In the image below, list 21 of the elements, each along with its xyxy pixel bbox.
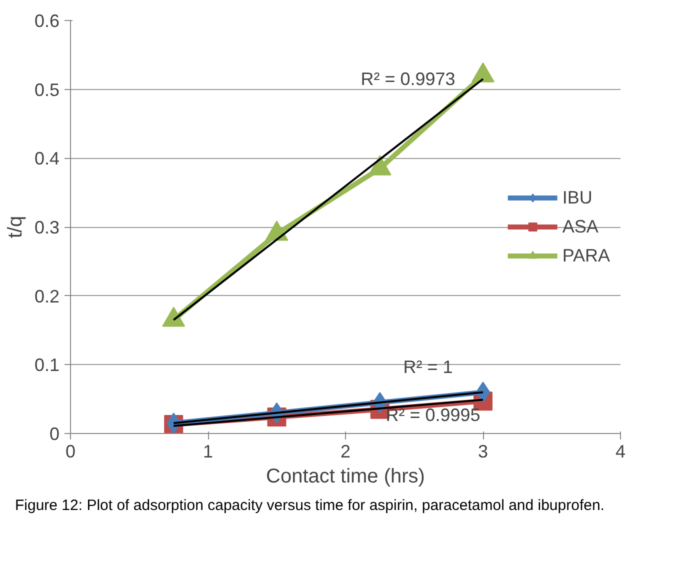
y-tick-label: 0.5: [34, 80, 60, 100]
y-tick-label: 0.4: [34, 148, 60, 169]
x-tick-label: 0: [65, 442, 76, 462]
x-axis-title: Contact time (hrs): [266, 466, 425, 488]
legend-label: ASA: [562, 216, 598, 237]
y-tick-label: 0.3: [34, 218, 60, 238]
legend-label: IBU: [562, 187, 592, 208]
x-tick-label: 3: [478, 442, 488, 462]
y-tick-label: 0.2: [34, 286, 60, 306]
y-tick-label: 0.1: [34, 355, 60, 376]
y-tick-label: 0: [49, 424, 60, 444]
annotation: R² = 0.9995: [386, 404, 480, 425]
caption: Figure 12: Plot of adsorption capacity versus time for aspirin, paracetamol and ibuprofen.: [15, 496, 604, 516]
annotation: R² = 1: [403, 357, 453, 378]
x-tick-label: 1: [202, 442, 214, 462]
x-tick-label: 2: [340, 442, 351, 462]
legend-label: PARA: [562, 245, 610, 266]
y-axis-title: t/q: [4, 216, 26, 238]
y-tick-label: 0.6: [34, 11, 60, 31]
x-tick-label: 4: [615, 442, 626, 462]
annotation: R² = 0.9973: [360, 69, 456, 90]
